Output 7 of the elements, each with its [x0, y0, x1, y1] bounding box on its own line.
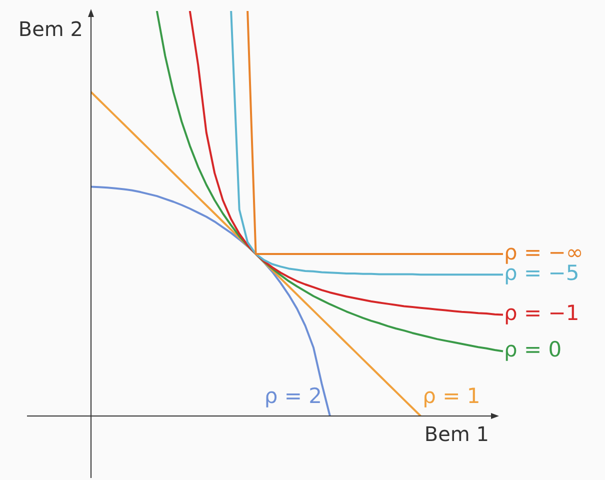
series-label: ρ = 0: [504, 338, 562, 362]
y-axis-title: Bem 2: [18, 17, 83, 42]
series-label: ρ = 1: [422, 384, 480, 408]
x-axis-title: Bem 1: [424, 422, 489, 446]
series-label: ρ = −∞: [504, 240, 584, 264]
series-label: ρ = −1: [504, 301, 580, 326]
series-label: ρ = 2: [264, 384, 322, 408]
